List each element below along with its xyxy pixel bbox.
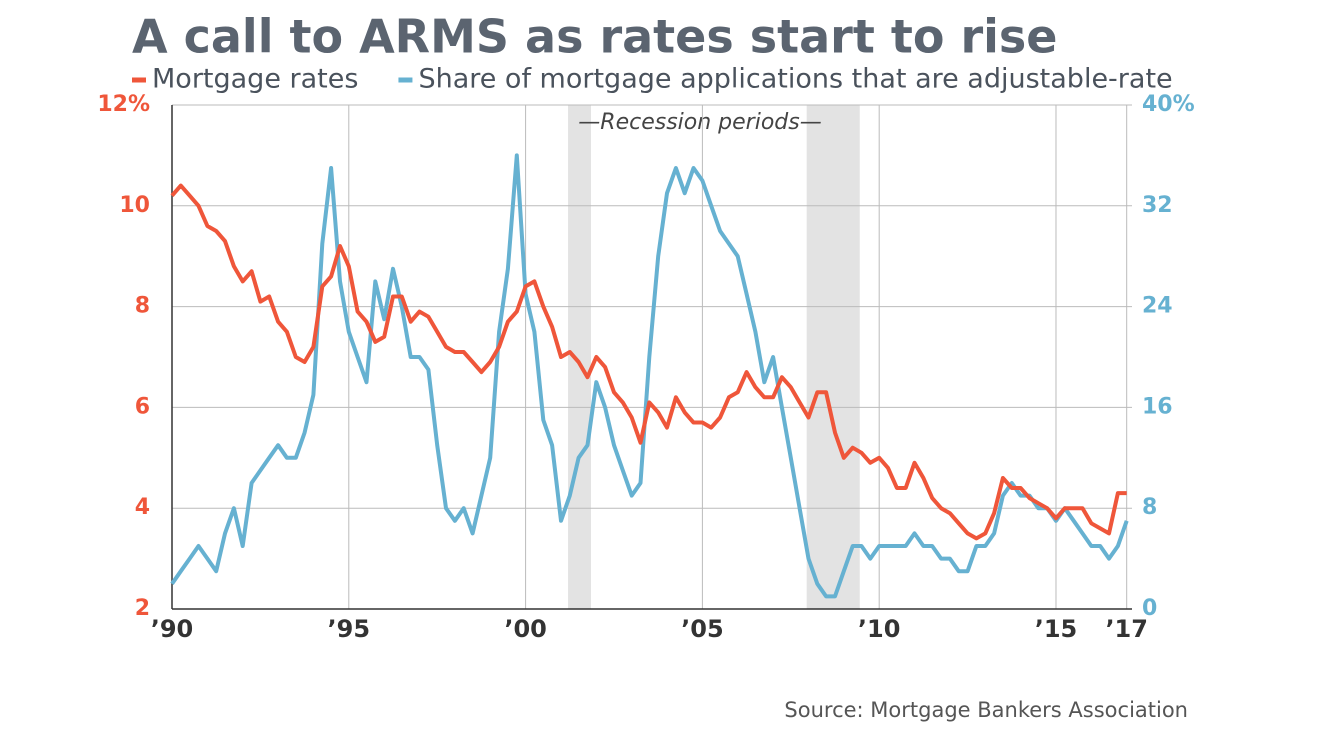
recession-band [806,105,860,609]
x-tick-label: ’17 [1105,615,1148,643]
x-tick-label: ’00 [504,615,547,643]
series-line [170,153,1129,599]
series-line [170,183,1127,541]
x-tick-label: ’90 [151,615,194,643]
y2-tick-label: 40% [1142,92,1195,117]
x-tick-label: ’15 [1035,615,1078,643]
annotation: —Recession periods— [578,110,821,135]
y2-tick-label: 24 [1142,294,1173,319]
source: Source: Mortgage Bankers Association [784,698,1188,722]
y-tick-label: 6 [135,394,150,419]
x-tick-label: ’10 [858,615,901,643]
y2-tick-label: 8 [1142,495,1157,520]
y-tick-label: 2 [135,596,150,621]
x-tick-label: ’95 [328,615,371,643]
legend-label: Mortgage rates [152,64,358,95]
y-tick-label: 10 [119,193,150,218]
legend-label: Share of mortgage applications that are … [418,64,1172,95]
y-tick-label: 4 [135,495,150,520]
x-tick-label: ’05 [681,615,724,643]
y-tick-label: 8 [135,294,150,319]
y2-tick-label: 32 [1142,193,1173,218]
y2-tick-label: 0 [1142,596,1157,621]
chart-title: A call to ARMS as rates start to rise [132,10,1058,64]
y-tick-label: 12% [97,92,150,117]
recession-band [568,105,592,609]
y2-tick-label: 16 [1142,394,1173,419]
